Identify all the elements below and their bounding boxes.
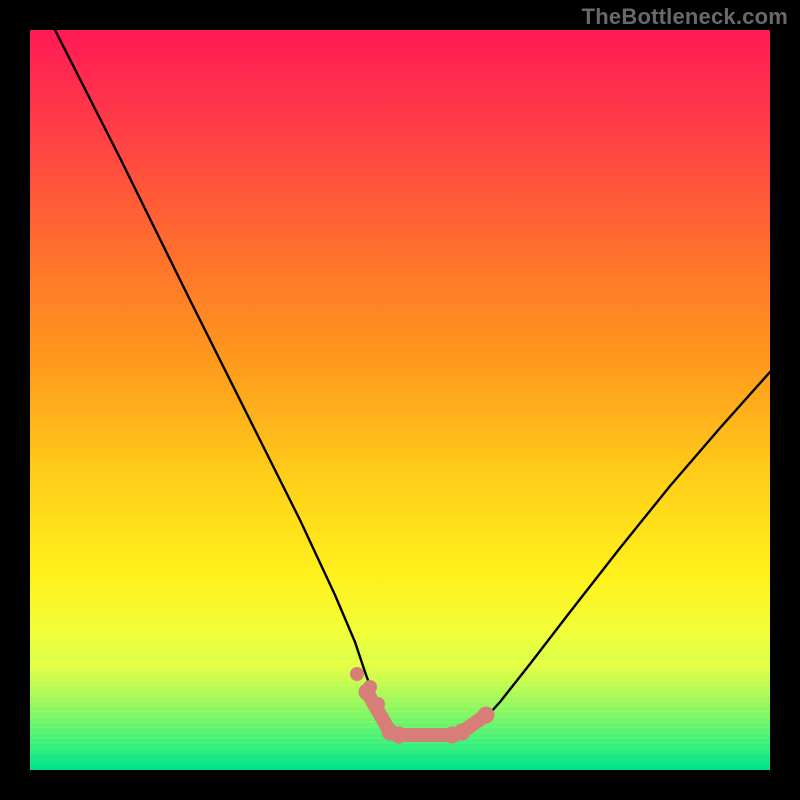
marker-dot (478, 707, 495, 724)
plot-area (30, 30, 770, 771)
stripe (30, 767, 770, 771)
bottom-stripes (30, 660, 770, 771)
marker-dot (363, 680, 377, 694)
marker-dot (350, 667, 364, 681)
chart-frame: TheBottleneck.com (0, 0, 800, 800)
watermark-text: TheBottleneck.com (582, 4, 788, 30)
marker-dot (391, 727, 408, 744)
marker-dot (371, 697, 385, 711)
marker-dot (454, 724, 471, 741)
gradient-background (30, 30, 770, 770)
bottleneck-chart (0, 0, 800, 800)
